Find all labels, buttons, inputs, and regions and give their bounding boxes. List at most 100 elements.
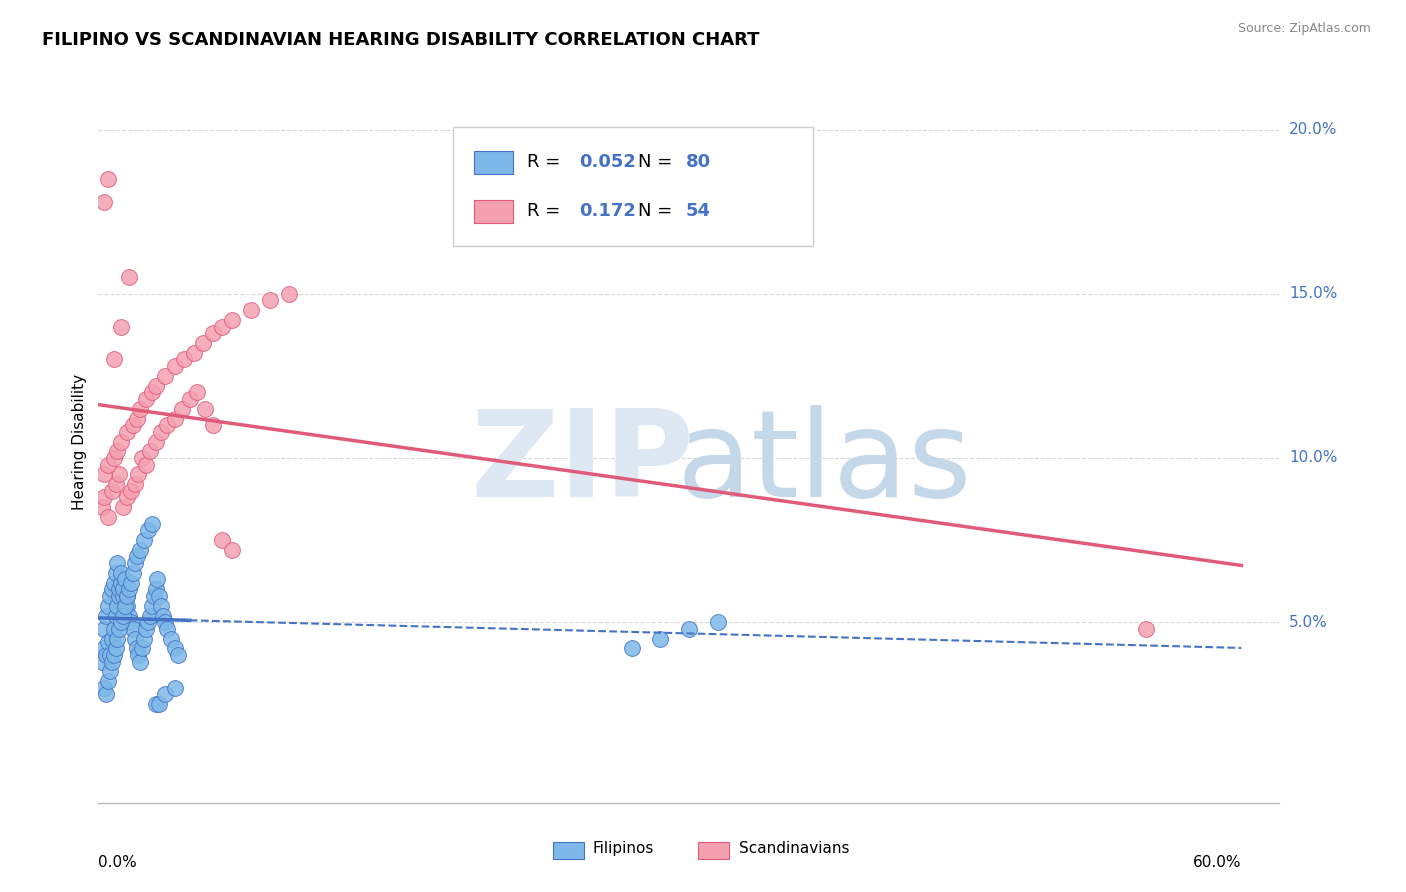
Point: [141, 385, 163, 400]
Point: [135, 392, 157, 406]
Point: [100, 632, 122, 646]
Point: [127, 648, 149, 662]
Point: [163, 359, 186, 373]
Point: [124, 556, 146, 570]
Text: R =: R =: [527, 202, 567, 220]
Text: 20.0%: 20.0%: [1289, 122, 1337, 137]
Point: [183, 346, 205, 360]
Point: [104, 477, 127, 491]
Point: [93, 467, 115, 482]
Point: [94, 608, 117, 623]
Point: [103, 622, 125, 636]
Point: [114, 573, 136, 587]
Point: [1135, 622, 1157, 636]
Point: [152, 608, 174, 623]
Text: ZIP: ZIP: [471, 405, 695, 522]
Point: [98, 665, 121, 679]
Point: [153, 687, 176, 701]
Point: [110, 566, 132, 580]
Text: N =: N =: [638, 202, 678, 220]
Point: [145, 434, 167, 449]
Point: [706, 615, 728, 630]
Point: [221, 542, 243, 557]
Point: [104, 641, 127, 656]
Point: [139, 444, 162, 458]
Point: [125, 411, 148, 425]
Point: [150, 425, 173, 439]
Point: [97, 599, 120, 613]
Point: [179, 392, 201, 406]
Point: [163, 641, 186, 656]
Point: [134, 533, 156, 547]
Point: [125, 641, 148, 656]
Point: [156, 418, 179, 433]
Point: [115, 491, 138, 505]
Point: [93, 641, 115, 656]
Point: [139, 608, 162, 623]
Point: [121, 566, 143, 580]
Point: [104, 608, 127, 623]
Text: 15.0%: 15.0%: [1289, 286, 1337, 301]
Point: [103, 648, 125, 662]
Point: [97, 458, 120, 472]
Point: [93, 194, 115, 209]
Point: [142, 589, 165, 603]
Point: [115, 599, 138, 613]
Point: [112, 608, 135, 623]
Point: [93, 491, 115, 505]
Point: [145, 582, 167, 597]
Point: [120, 483, 142, 498]
Text: atlas: atlas: [676, 405, 973, 522]
Point: [239, 303, 262, 318]
Point: [97, 674, 120, 689]
Point: [100, 582, 122, 597]
Point: [194, 401, 217, 416]
Point: [97, 510, 120, 524]
Point: [124, 477, 146, 491]
Point: [163, 681, 186, 695]
Text: Source: ZipAtlas.com: Source: ZipAtlas.com: [1237, 22, 1371, 36]
Point: [131, 641, 153, 656]
Text: 0.0%: 0.0%: [98, 855, 138, 871]
Point: [135, 458, 157, 472]
Point: [100, 483, 122, 498]
Text: FILIPINO VS SCANDINAVIAN HEARING DISABILITY CORRELATION CHART: FILIPINO VS SCANDINAVIAN HEARING DISABIL…: [42, 31, 759, 49]
Point: [110, 615, 132, 630]
Point: [120, 575, 142, 590]
Point: [141, 599, 163, 613]
Point: [121, 418, 143, 433]
Point: [129, 401, 152, 416]
Point: [136, 523, 159, 537]
Point: [107, 632, 129, 646]
Point: [115, 589, 138, 603]
Point: [129, 655, 152, 669]
Point: [107, 599, 129, 613]
Point: [91, 655, 114, 669]
Text: 0.172: 0.172: [579, 202, 636, 220]
Point: [112, 500, 135, 515]
Bar: [699, 842, 730, 859]
Text: 0.052: 0.052: [579, 153, 636, 171]
Point: [115, 425, 138, 439]
Y-axis label: Hearing Disability: Hearing Disability: [72, 374, 87, 509]
Point: [100, 655, 122, 669]
Text: N =: N =: [638, 153, 678, 171]
Point: [127, 467, 149, 482]
Point: [148, 589, 170, 603]
Point: [93, 681, 115, 695]
Point: [110, 434, 132, 449]
Point: [201, 326, 224, 340]
Point: [173, 352, 195, 367]
Point: [108, 582, 131, 597]
Point: [97, 171, 120, 186]
Point: [136, 615, 159, 630]
Point: [150, 599, 173, 613]
Point: [277, 286, 299, 301]
Point: [115, 589, 138, 603]
Point: [94, 648, 117, 662]
Point: [146, 573, 169, 587]
Point: [134, 632, 156, 646]
Text: 54: 54: [685, 202, 710, 220]
Point: [104, 566, 127, 580]
Point: [98, 648, 121, 662]
